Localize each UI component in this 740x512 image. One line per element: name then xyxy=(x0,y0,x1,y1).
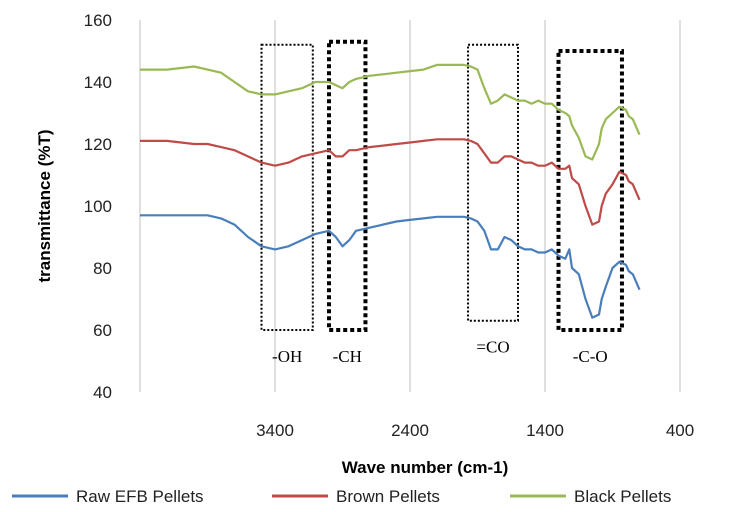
y-tick-label: 160 xyxy=(84,11,112,30)
x-tick-label: 1400 xyxy=(526,421,564,440)
region-box-2 xyxy=(467,43,519,322)
x-tick-label: 2400 xyxy=(391,421,429,440)
band-regions: -OH -CH =CO -C-O xyxy=(260,39,624,366)
region-label-0: -OH xyxy=(272,347,302,366)
region-label-1: -CH xyxy=(333,347,362,366)
series-line-brown xyxy=(140,138,641,226)
x-tick-label: 400 xyxy=(666,421,694,440)
y-tick-label: 100 xyxy=(84,197,112,216)
x-axis-ticks: 3400 2400 1400 400 xyxy=(256,421,694,440)
y-tick-label: 40 xyxy=(93,383,112,402)
series-line-raw xyxy=(140,214,641,319)
vertical-gridlines xyxy=(274,20,681,392)
region-box-0 xyxy=(260,43,314,332)
y-tick-label: 120 xyxy=(84,135,112,154)
x-tick-label: 3400 xyxy=(256,421,294,440)
legend-label-brown: Brown Pellets xyxy=(336,487,440,506)
legend-label-black: Black Pellets xyxy=(574,487,671,506)
series-line-black xyxy=(140,63,641,161)
region-box-3 xyxy=(556,49,624,332)
legend-label-raw: Raw EFB Pellets xyxy=(76,487,204,506)
region-label-2: =CO xyxy=(476,338,509,357)
y-tick-label: 140 xyxy=(84,73,112,92)
region-box-1 xyxy=(327,39,368,332)
legend: Raw EFB Pellets Brown Pellets Black Pellet… xyxy=(12,487,671,506)
series-lines xyxy=(140,63,641,319)
y-tick-label: 60 xyxy=(93,321,112,340)
region-label-3: -C-O xyxy=(573,347,608,366)
y-axis-ticks: 40 60 80 100 120 140 160 xyxy=(84,11,112,402)
y-tick-label: 80 xyxy=(93,259,112,278)
x-axis-title: Wave number (cm-1) xyxy=(342,458,509,477)
y-axis-title: transmittance (%T) xyxy=(35,129,54,282)
